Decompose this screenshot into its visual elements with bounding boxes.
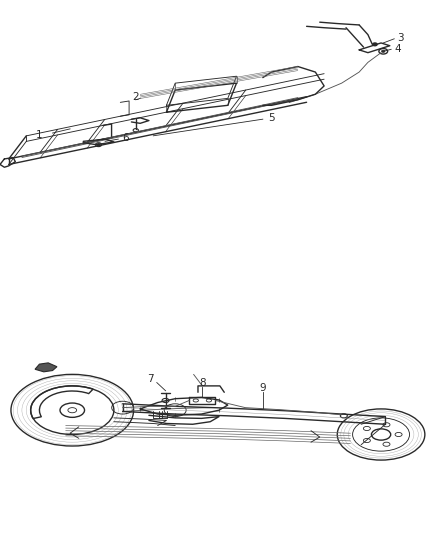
Circle shape xyxy=(97,144,100,146)
Text: 5: 5 xyxy=(268,114,275,123)
Circle shape xyxy=(373,43,377,46)
Text: 4: 4 xyxy=(394,44,401,54)
Text: 1: 1 xyxy=(36,130,43,140)
Text: 7: 7 xyxy=(147,374,154,384)
Circle shape xyxy=(381,50,385,52)
Text: 2: 2 xyxy=(132,92,139,102)
Text: 9: 9 xyxy=(259,383,266,393)
Polygon shape xyxy=(35,363,57,372)
Text: 6: 6 xyxy=(123,133,129,143)
Text: 8: 8 xyxy=(199,378,206,389)
Text: 3: 3 xyxy=(397,33,404,43)
